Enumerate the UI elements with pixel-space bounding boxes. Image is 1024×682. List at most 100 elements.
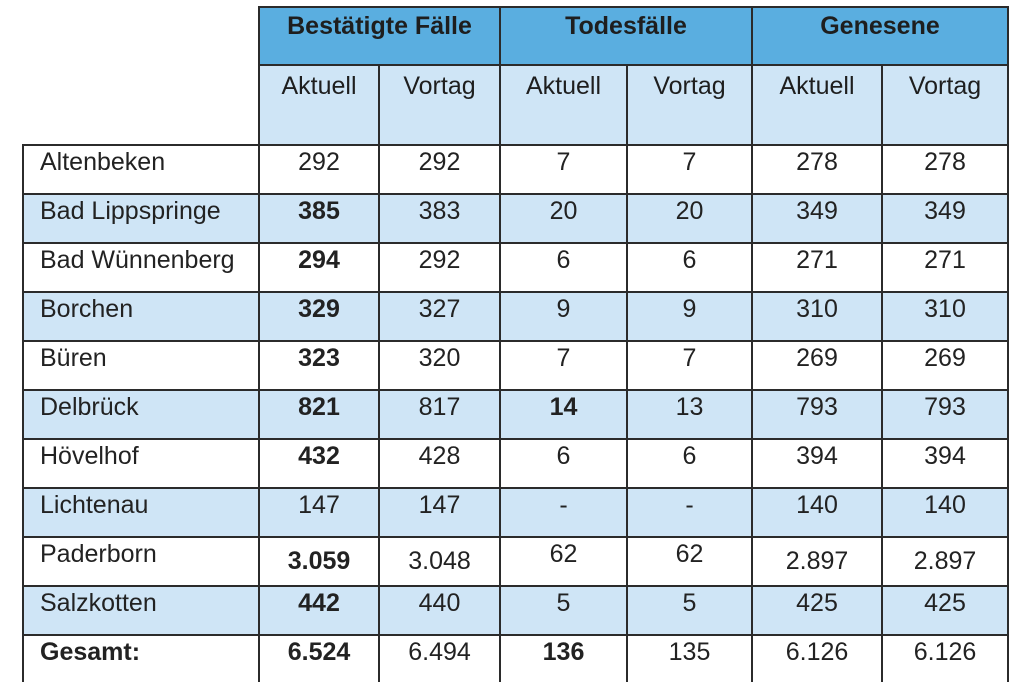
value-cell: 20	[626, 193, 753, 244]
value-cell: 278	[751, 144, 883, 195]
value-cell: 9	[626, 291, 753, 342]
value-cell: 3.059	[258, 536, 380, 587]
value-cell: 310	[751, 291, 883, 342]
municipality-name: Lichtenau	[22, 487, 260, 538]
value-cell: 136	[499, 634, 628, 682]
value-cell: 292	[378, 242, 501, 293]
value-cell: 329	[258, 291, 380, 342]
value-cell: 140	[751, 487, 883, 538]
value-cell: 327	[378, 291, 501, 342]
group-header-confirmed: Bestätigte Fälle	[258, 6, 501, 66]
value-cell: 6	[499, 438, 628, 489]
value-cell: 147	[258, 487, 380, 538]
value-cell: 425	[751, 585, 883, 636]
municipality-name: Salzkotten	[22, 585, 260, 636]
sub-header-previous: Vortag	[626, 64, 753, 146]
value-cell: 442	[258, 585, 380, 636]
value-cell: 20	[499, 193, 628, 244]
value-cell: 271	[881, 242, 1009, 293]
value-cell: 5	[499, 585, 628, 636]
value-cell: 269	[751, 340, 883, 391]
group-header-row: Bestätigte Fälle Todesfälle Genesene	[23, 6, 1009, 66]
value-cell: 2.897	[881, 536, 1009, 587]
value-cell: 320	[378, 340, 501, 391]
sub-header-previous: Vortag	[378, 64, 501, 146]
value-cell: 271	[751, 242, 883, 293]
value-cell: 278	[881, 144, 1009, 195]
value-cell: 269	[881, 340, 1009, 391]
value-cell: 793	[751, 389, 883, 440]
corner-blank	[23, 65, 259, 145]
municipality-name: Bad Wünnenberg	[22, 242, 260, 293]
value-cell: 14	[499, 389, 628, 440]
municipality-name: Paderborn	[22, 536, 260, 587]
table-row: Salzkotten 442 440 5 5 425 425	[22, 585, 1009, 636]
value-cell: 821	[258, 389, 380, 440]
value-cell: 5	[626, 585, 753, 636]
value-cell: 6.126	[751, 634, 883, 682]
value-cell: 9	[499, 291, 628, 342]
value-cell: 385	[258, 193, 380, 244]
municipality-name: Delbrück	[22, 389, 260, 440]
municipality-name: Hövelhof	[22, 438, 260, 489]
value-cell: 440	[378, 585, 501, 636]
value-cell: 7	[499, 144, 628, 195]
table-row: Delbrück 821 817 14 13 793 793	[22, 389, 1009, 440]
value-cell: 323	[258, 340, 380, 391]
value-cell: 394	[881, 438, 1009, 489]
table-row: Lichtenau 147 147- -140 140	[22, 487, 1009, 538]
value-cell: 6	[626, 438, 753, 489]
sub-header-current: Aktuell	[499, 64, 628, 146]
value-cell: 817	[378, 389, 501, 440]
group-header-deaths: Todesfälle	[499, 6, 753, 66]
sub-header-current: Aktuell	[751, 64, 883, 146]
value-cell: -	[626, 487, 753, 538]
value-cell: -	[499, 487, 628, 538]
sub-header-row: Aktuell Vortag Aktuell Vortag Aktuell Vo…	[23, 64, 1009, 146]
value-cell: 13	[626, 389, 753, 440]
value-cell: 793	[881, 389, 1009, 440]
value-cell: 6	[499, 242, 628, 293]
table-row: Paderborn 3.059 3.048 62 62 2.897 2.897	[22, 536, 1009, 587]
table-row: Büren 323 320 7 7 269 269	[22, 340, 1009, 391]
table-row: Bad Wünnenberg 294 292 6 6 271 271	[22, 242, 1009, 293]
value-cell: 292	[258, 144, 380, 195]
municipality-name: Büren	[22, 340, 260, 391]
value-cell: 6.126	[881, 634, 1009, 682]
sub-header-current: Aktuell	[258, 64, 380, 146]
table-row: Hövelhof 432 428 6 6 394 394	[22, 438, 1009, 489]
value-cell: 62	[499, 536, 628, 587]
value-cell: 2.897	[751, 536, 883, 587]
table-row: Borchen 329 327 9 9 310 310	[22, 291, 1009, 342]
value-cell: 394	[751, 438, 883, 489]
value-cell: 135	[626, 634, 753, 682]
total-label: Gesamt:	[22, 634, 260, 682]
value-cell: 425	[881, 585, 1009, 636]
municipality-name: Borchen	[22, 291, 260, 342]
table-body: Altenbeken 292 292 7 7 278 278 Bad Lippspringe 3…	[22, 144, 1009, 682]
total-row: Gesamt: 6.524 6.494 136 135 6.126 6.126	[22, 634, 1009, 682]
sub-header-previous: Vortag	[881, 64, 1009, 146]
value-cell: 147	[378, 487, 501, 538]
municipality-name: Altenbeken	[22, 144, 260, 195]
group-header-recovered: Genesene	[751, 6, 1009, 66]
value-cell: 349	[751, 193, 883, 244]
value-cell: 7	[499, 340, 628, 391]
value-cell: 6.494	[378, 634, 501, 682]
covid-case-table: Bestätigte Fälle Todesfälle Genesene Akt…	[22, 6, 1009, 682]
value-cell: 62	[626, 536, 753, 587]
value-cell: 6	[626, 242, 753, 293]
corner-blank	[23, 7, 259, 65]
value-cell: 7	[626, 144, 753, 195]
value-cell: 428	[378, 438, 501, 489]
value-cell: 7	[626, 340, 753, 391]
value-cell: 6.524	[258, 634, 380, 682]
value-cell: 294	[258, 242, 380, 293]
value-cell: 432	[258, 438, 380, 489]
table-row: Bad Lippspringe 385 383 20 20 349 349	[22, 193, 1009, 244]
value-cell: 310	[881, 291, 1009, 342]
value-cell: 292	[378, 144, 501, 195]
value-cell: 3.048	[378, 536, 501, 587]
table-row: Altenbeken 292 292 7 7 278 278	[22, 144, 1009, 195]
